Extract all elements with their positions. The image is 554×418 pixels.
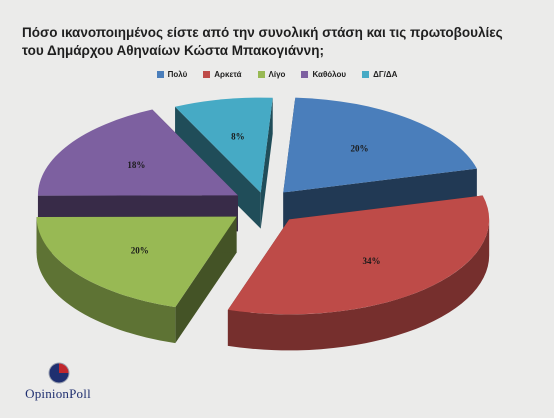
slice-wall	[227, 219, 490, 351]
legend-label: Αρκετά	[214, 70, 242, 79]
slice-top	[227, 195, 490, 315]
slice-top	[37, 109, 238, 196]
opinionpoll-logo: OpinionPoll	[14, 362, 102, 402]
logo-mark-icon	[48, 362, 70, 384]
pie-slice	[283, 97, 477, 229]
legend-label: Καθόλου	[312, 70, 347, 79]
legend-label: ΔΓ/ΔΑ	[373, 70, 398, 79]
data-label: 20%	[131, 245, 149, 255]
data-label: 8%	[231, 132, 245, 142]
legend-label: Πολύ	[167, 70, 188, 79]
slice-top	[283, 97, 477, 193]
pie-slice	[36, 216, 237, 344]
pie-slice	[175, 97, 273, 229]
slice-top	[36, 216, 237, 308]
legend-swatch	[203, 71, 211, 78]
data-label: 18%	[127, 160, 145, 170]
slice-wall	[36, 216, 176, 344]
slice-side	[260, 97, 273, 229]
legend: Πολύ Αρκετά Λίγο Καθόλου ΔΓ/ΔΑ	[0, 70, 554, 79]
logo-text: OpinionPoll	[25, 386, 91, 401]
legend-swatch	[156, 71, 164, 78]
slice-top	[175, 97, 273, 193]
legend-swatch	[362, 71, 370, 78]
slice-side	[283, 168, 477, 229]
chart-title: Πόσο ικανοποιημένος είστε από την συνολι…	[22, 25, 503, 58]
legend-item: Πολύ	[156, 70, 188, 79]
data-label: 34%	[363, 256, 381, 266]
legend-item: ΔΓ/ΔΑ	[362, 70, 397, 79]
legend-item: Λίγο	[257, 70, 286, 79]
legend-label: Λίγο	[268, 70, 286, 79]
legend-item: Αρκετά	[203, 70, 242, 79]
data-label: 20%	[351, 143, 369, 153]
legend-item: Καθόλου	[301, 70, 346, 79]
legend-swatch	[301, 71, 309, 78]
pie-slice	[227, 195, 490, 351]
legend-swatch	[257, 71, 265, 78]
slice-side	[175, 106, 261, 229]
